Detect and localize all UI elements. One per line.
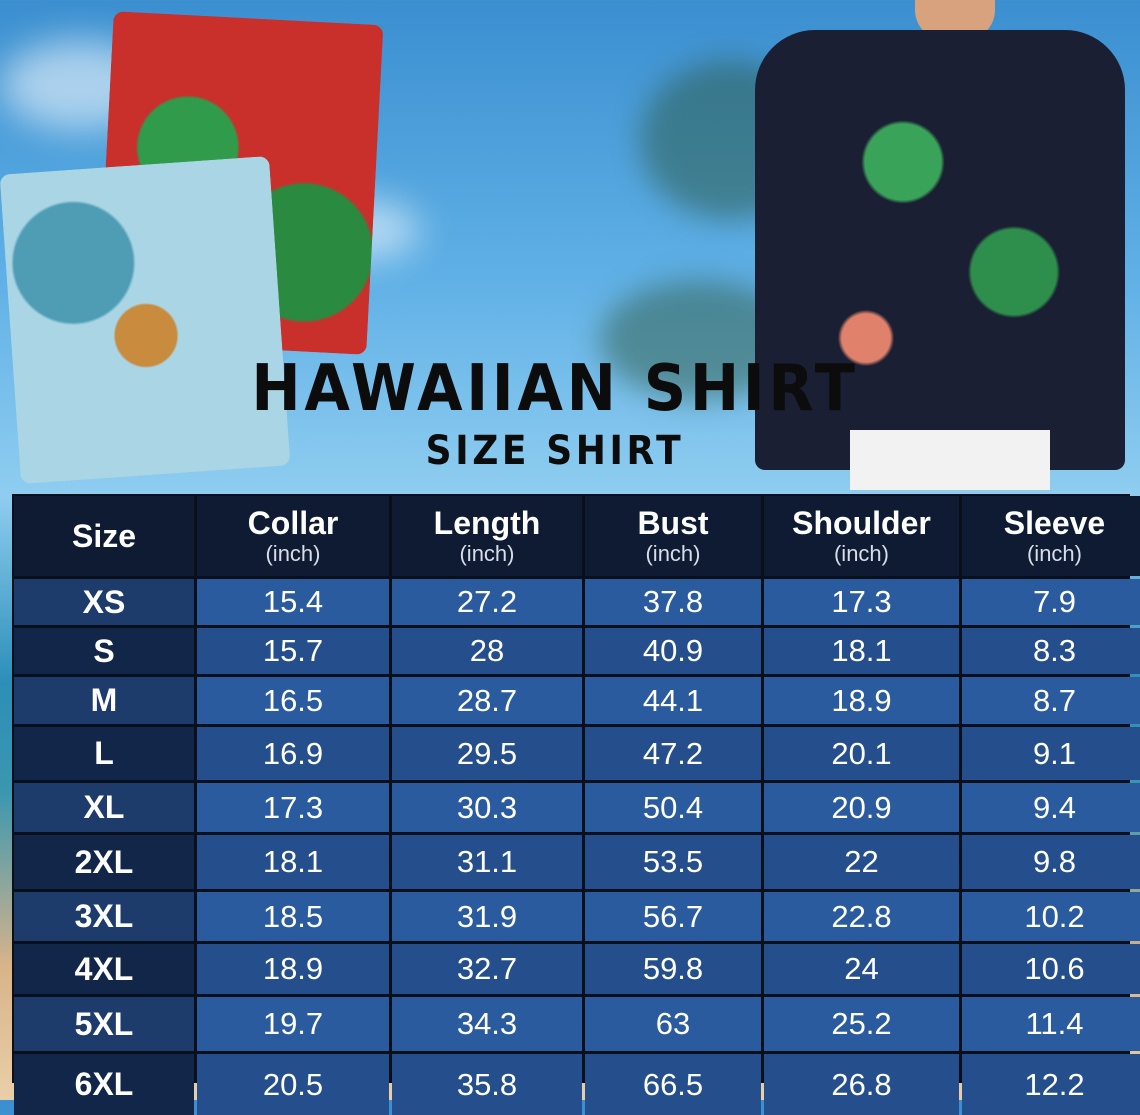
page-subtitle: SIZE SHIRT xyxy=(425,428,685,474)
table-cell: 50.4 xyxy=(585,783,761,832)
column-unit: (inch) xyxy=(645,541,701,566)
column-name: Bust xyxy=(637,505,709,541)
column-name: Shoulder xyxy=(792,505,931,541)
column-unit: (inch) xyxy=(459,541,515,566)
table-cell: 35.8 xyxy=(392,1054,582,1115)
column-header-sleeve: Sleeve (inch) xyxy=(962,496,1140,576)
table-cell: 9.8 xyxy=(962,835,1140,889)
table-cell: 20.1 xyxy=(764,727,959,780)
table-cell: 44.1 xyxy=(585,677,761,724)
table-cell: 10.2 xyxy=(962,892,1140,941)
table-cell: 15.7 xyxy=(197,628,389,674)
table-cell: 24 xyxy=(764,944,959,994)
table-cell: 59.8 xyxy=(585,944,761,994)
table-cell: 11.4 xyxy=(962,997,1140,1051)
table-cell: 18.1 xyxy=(197,835,389,889)
table-cell: 47.2 xyxy=(585,727,761,780)
table-cell: 17.3 xyxy=(197,783,389,832)
table-cell: 30.3 xyxy=(392,783,582,832)
size-label: 5XL xyxy=(14,997,194,1051)
column-header-bust: Bust (inch) xyxy=(585,496,761,576)
column-unit: (inch) xyxy=(265,541,321,566)
table-cell: 28 xyxy=(392,628,582,674)
table-cell: 9.1 xyxy=(962,727,1140,780)
table-cell: 40.9 xyxy=(585,628,761,674)
size-label: 3XL xyxy=(14,892,194,941)
size-label: 2XL xyxy=(14,835,194,889)
table-cell: 10.6 xyxy=(962,944,1140,994)
table-cell: 53.5 xyxy=(585,835,761,889)
table-cell: 17.3 xyxy=(764,579,959,625)
column-header-shoulder: Shoulder (inch) xyxy=(764,496,959,576)
size-table: Size Collar (inch) Length (inch) Bust (inch) Sh… xyxy=(12,494,1140,1115)
column-name: Size xyxy=(71,518,137,554)
column-unit: (inch) xyxy=(833,541,889,566)
table-cell: 31.1 xyxy=(392,835,582,889)
model-wearing-shirt-image xyxy=(755,0,1125,490)
table-cell: 34.3 xyxy=(392,997,582,1051)
size-label: 6XL xyxy=(14,1054,194,1115)
table-cell: 20.5 xyxy=(197,1054,389,1115)
table-cell: 29.5 xyxy=(392,727,582,780)
table-cell: 37.8 xyxy=(585,579,761,625)
table-cell: 32.7 xyxy=(392,944,582,994)
column-name: Length xyxy=(433,505,541,541)
table-cell: 16.5 xyxy=(197,677,389,724)
column-header-size: Size xyxy=(14,496,194,576)
table-cell: 66.5 xyxy=(585,1054,761,1115)
table-cell: 22.8 xyxy=(764,892,959,941)
column-unit: (inch) xyxy=(1026,541,1082,566)
size-label: L xyxy=(14,727,194,780)
column-header-length: Length (inch) xyxy=(392,496,582,576)
table-cell: 27.2 xyxy=(392,579,582,625)
table-cell: 8.7 xyxy=(962,677,1140,724)
table-cell: 28.7 xyxy=(392,677,582,724)
page-title: HAWAIIAN SHIRT xyxy=(251,352,859,426)
size-label: M xyxy=(14,677,194,724)
table-cell: 25.2 xyxy=(764,997,959,1051)
size-label: XS xyxy=(14,579,194,625)
size-label: XL xyxy=(14,783,194,832)
table-cell: 26.8 xyxy=(764,1054,959,1115)
column-name: Sleeve xyxy=(1003,505,1106,541)
table-cell: 15.4 xyxy=(197,579,389,625)
column-name: Collar xyxy=(247,505,339,541)
table-cell: 18.9 xyxy=(764,677,959,724)
table-cell: 18.5 xyxy=(197,892,389,941)
table-cell: 20.9 xyxy=(764,783,959,832)
column-header-collar: Collar (inch) xyxy=(197,496,389,576)
table-cell: 31.9 xyxy=(392,892,582,941)
size-label: 4XL xyxy=(14,944,194,994)
table-cell: 8.3 xyxy=(962,628,1140,674)
table-cell: 63 xyxy=(585,997,761,1051)
table-cell: 18.1 xyxy=(764,628,959,674)
table-cell: 56.7 xyxy=(585,892,761,941)
size-label: S xyxy=(14,628,194,674)
table-cell: 9.4 xyxy=(962,783,1140,832)
table-cell: 19.7 xyxy=(197,997,389,1051)
table-cell: 7.9 xyxy=(962,579,1140,625)
table-cell: 12.2 xyxy=(962,1054,1140,1115)
table-cell: 18.9 xyxy=(197,944,389,994)
table-cell: 16.9 xyxy=(197,727,389,780)
table-cell: 22 xyxy=(764,835,959,889)
